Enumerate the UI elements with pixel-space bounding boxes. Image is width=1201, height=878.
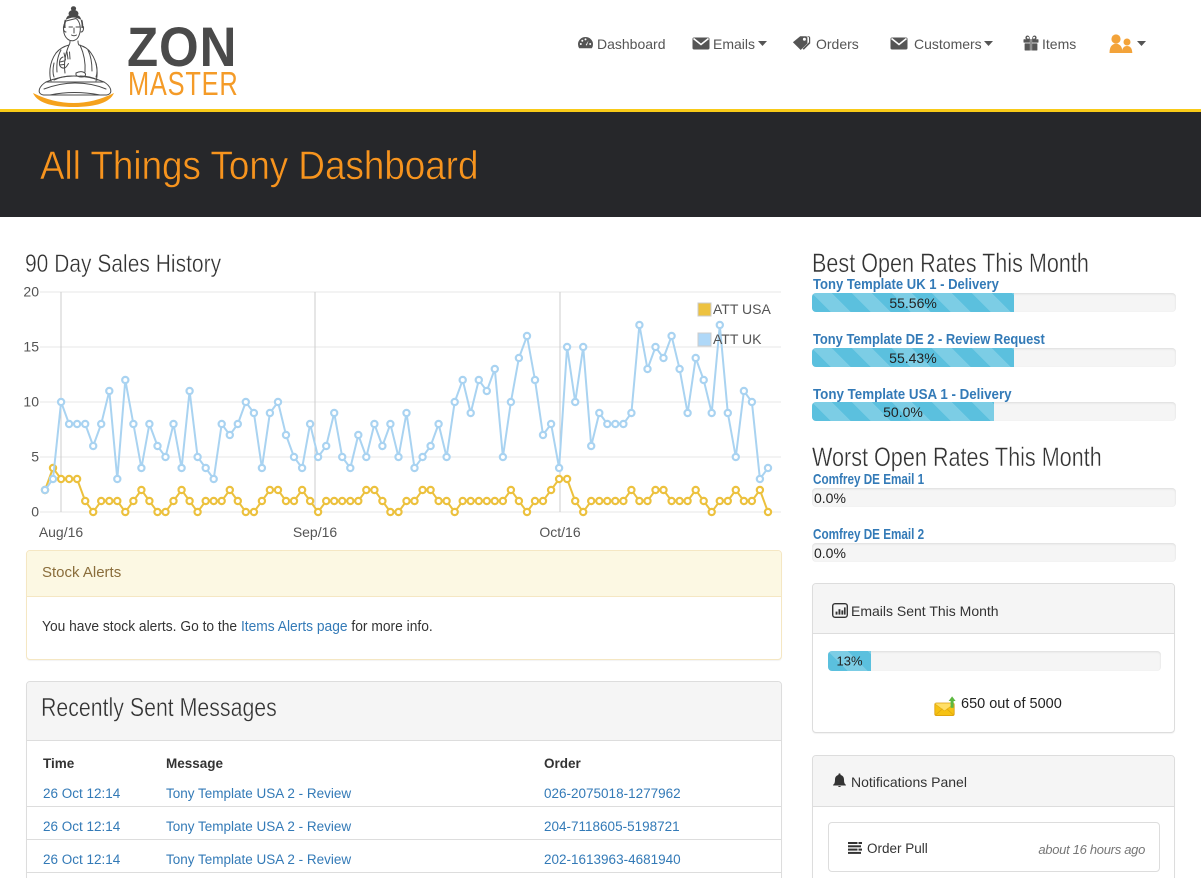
svg-text:Aug/16: Aug/16 <box>39 524 84 540</box>
svg-text:Sep/16: Sep/16 <box>293 524 338 540</box>
svg-text:ATT UK: ATT UK <box>713 331 762 347</box>
svg-text:15: 15 <box>23 339 39 355</box>
svg-text:0: 0 <box>31 504 39 520</box>
svg-text:Oct/16: Oct/16 <box>539 524 580 540</box>
svg-text:10: 10 <box>23 394 39 410</box>
svg-text:20: 20 <box>23 284 39 300</box>
svg-text:ATT USA: ATT USA <box>713 301 771 317</box>
svg-text:5: 5 <box>31 449 39 465</box>
